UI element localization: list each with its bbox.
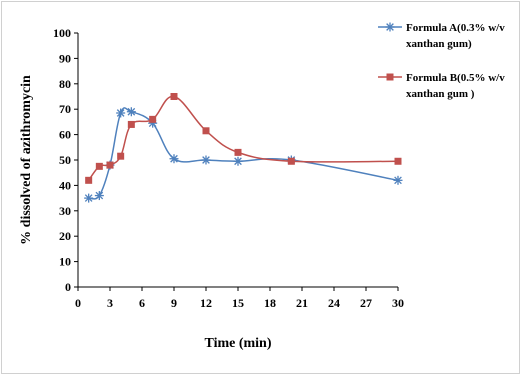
series-a-point [126,107,136,117]
y-tick-label: 20 [59,229,71,243]
series-a-point [116,108,126,118]
legend-a-label-line1: Formula A(0.3% w/v [406,22,505,34]
series-a-point [94,191,104,201]
y-tick-label: 40 [59,178,71,192]
y-tick-label: 90 [59,51,71,65]
y-axis-ticks: 0 10 20 30 40 50 60 70 80 90 100 [53,26,78,294]
series-b-point [394,157,402,165]
x-tick-label: 6 [139,296,145,310]
series-b-point [127,120,135,128]
x-tick-label: 9 [171,296,177,310]
x-axis-title: Time (min) [204,336,271,351]
y-tick-label: 50 [59,153,71,167]
x-tick-label: 21 [296,296,308,310]
legend-b-label-line1: Formula B(0.5% w/v [406,72,505,84]
series-b-point [106,161,114,169]
legend-a-marker-shape [385,22,395,32]
x-axis-ticks: 0 3 6 9 12 15 18 21 24 27 30 [75,287,404,310]
y-axis-title: % dissolved of azithromycin [19,75,34,245]
legend-a-marker-icon [385,22,395,32]
x-tick-label: 30 [392,296,404,310]
x-tick-label: 27 [360,296,372,310]
legend: Formula A(0.3% w/v xanthan gum) Formula … [378,22,505,100]
series-b-point [234,148,242,156]
series-b-point [149,115,157,123]
legend-b-marker-shape [386,73,394,81]
series-a-point [169,154,179,164]
legend-item-formula-b: Formula B(0.5% w/v xanthan gum ) [378,72,505,100]
x-tick-label: 15 [232,296,244,310]
x-tick-label: 3 [107,296,113,310]
series-a-point [201,155,211,165]
series-b-line [88,95,399,181]
y-tick-label: 80 [59,77,71,91]
series-b-point [117,152,125,160]
series-b-point [287,157,295,165]
y-tick-label: 60 [59,128,71,142]
series-a-point [84,193,94,203]
legend-a-label-line2: xanthan gum) [406,38,472,50]
y-tick-label: 0 [65,280,71,294]
legend-b-label-line2: xanthan gum ) [406,88,475,100]
series-a-point [233,156,243,166]
y-tick-label: 10 [59,255,71,269]
x-tick-label: 12 [200,296,212,310]
series-layer [84,93,403,203]
series-b-point [85,176,93,184]
series-b-point [170,93,178,100]
legend-item-formula-a: Formula A(0.3% w/v xanthan gum) [378,22,505,50]
legend-b-marker-icon [386,73,394,81]
y-tick-label: 30 [59,204,71,218]
series-b-point [95,162,103,170]
y-tick-label: 70 [59,102,71,116]
series-b-point [202,127,210,135]
x-tick-label: 24 [328,296,340,310]
x-tick-label: 18 [264,296,276,310]
y-tick-label: 100 [53,26,71,40]
x-tick-label: 0 [75,296,81,310]
series-a-point [393,175,403,185]
